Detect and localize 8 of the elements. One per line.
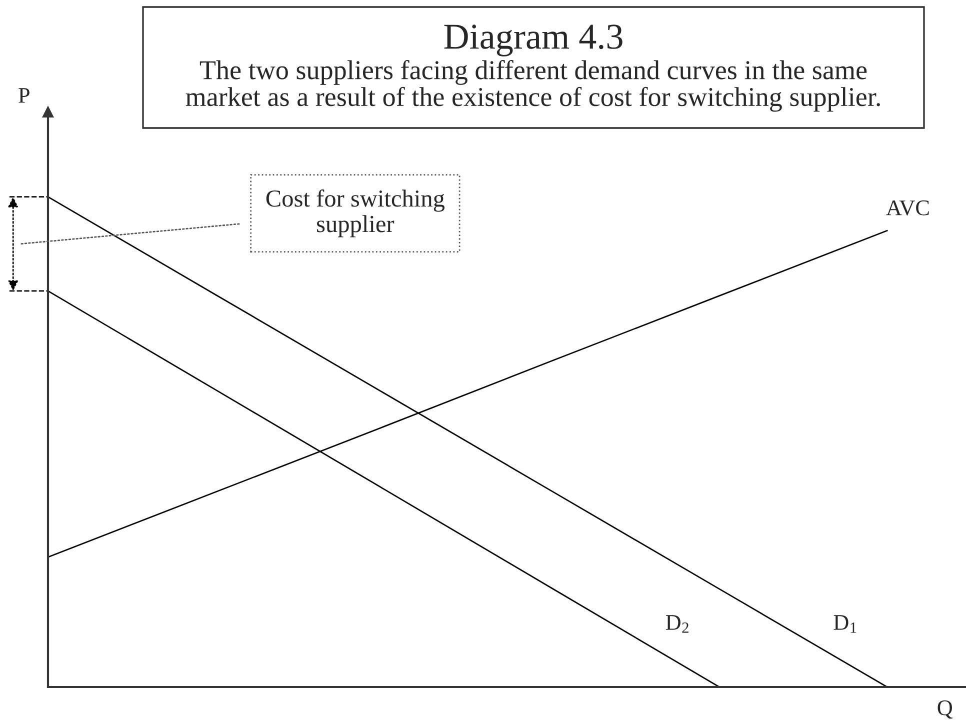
chart-subtitle: The two suppliers facing different demand curves in the same market as a result of the existence of cost for switching supplier. — [186, 60, 880, 112]
series-label: D$_{1}$ — [834, 615, 856, 633]
series-label: AVC — [886, 200, 929, 216]
x-axis-title: Q — [938, 700, 953, 719]
chart-title: Diagram 4.3 — [444, 24, 622, 56]
series-label: D$_{2}$ — [666, 615, 688, 633]
annotation: Cost for switching supplier — [266, 189, 445, 238]
y-axis-title: P — [18, 88, 30, 103]
